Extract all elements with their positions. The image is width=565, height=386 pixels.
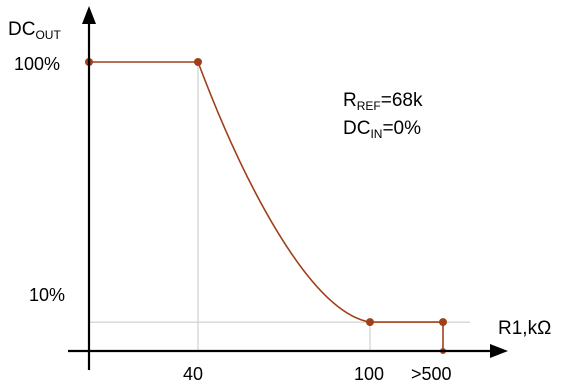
annotation-dcin: DCIN=0% <box>343 118 421 141</box>
y-tick-label-10: 10% <box>29 285 65 305</box>
x-tick-label-40: 40 <box>183 364 203 384</box>
x-tick-label-500: >500 <box>411 364 452 384</box>
x-axis-arrow <box>490 344 508 358</box>
y-axis-arrow <box>82 6 96 24</box>
annotation-rref: RREF=68k <box>343 90 423 113</box>
x-tick-label-100: 100 <box>354 364 384 384</box>
y-tick-label-100: 100% <box>14 54 60 74</box>
x-axis-label: R1,kΩ <box>498 318 551 339</box>
data-point-3 <box>439 318 447 327</box>
data-point-2 <box>366 318 374 327</box>
y-axis-label: DCOUT <box>8 19 61 42</box>
data-point-1 <box>194 58 202 66</box>
